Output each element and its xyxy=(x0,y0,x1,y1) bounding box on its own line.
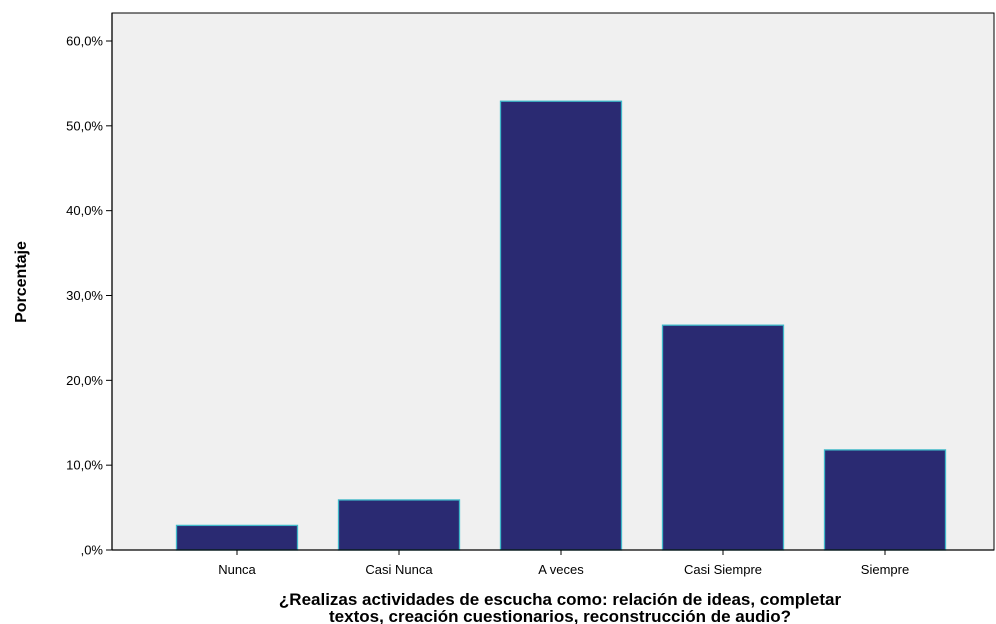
y-tick-label-4: 40,0% xyxy=(66,203,103,218)
y-tick-label-3: 30,0% xyxy=(66,288,103,303)
x-tick-label-2: A veces xyxy=(538,562,584,577)
y-axis-label: Porcentaje xyxy=(13,241,30,323)
bar-3 xyxy=(661,324,785,551)
y-tick-label-2: 20,0% xyxy=(66,373,103,388)
bar-4 xyxy=(823,449,947,551)
bars-group xyxy=(175,100,947,551)
x-ticks-group: Nunca Casi Nunca A veces Casi Siempre Siempr… xyxy=(218,550,909,577)
x-tick-label-1: Casi Nunca xyxy=(365,562,433,577)
x-tick-label-0: Nunca xyxy=(218,562,256,577)
bar-2 xyxy=(499,100,623,551)
x-tick-label-3: Casi Siempre xyxy=(684,562,762,577)
x-tick-label-4: Siempre xyxy=(861,562,909,577)
y-tick-label-0: ,0% xyxy=(81,543,104,558)
y-tick-label-6: 60,0% xyxy=(66,33,103,48)
x-axis-label-line-2: textos, creación cuestionarios, reconstr… xyxy=(329,607,791,624)
y-tick-label-1: 10,0% xyxy=(66,458,103,473)
y-tick-label-5: 50,0% xyxy=(66,118,103,133)
bar-0 xyxy=(175,524,299,551)
bar-1 xyxy=(337,499,461,551)
x-axis-label-line-1: ¿Realizas actividades de escucha como: r… xyxy=(279,590,842,609)
y-ticks-group: ,0% 10,0% 20,0% 30,0% 40,0% 50,0% 60,0% xyxy=(66,33,112,558)
